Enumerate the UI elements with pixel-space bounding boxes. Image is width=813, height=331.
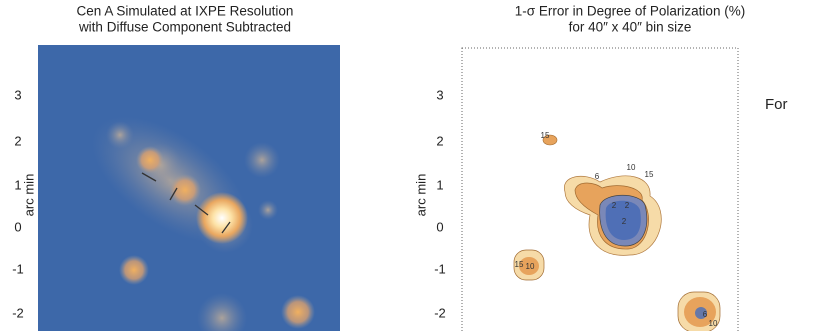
contour-label: 10 — [526, 262, 535, 271]
contour-label: 2 — [622, 217, 627, 226]
y-tick-label: -2 — [12, 305, 24, 320]
y-tick-label: 1 — [14, 177, 21, 192]
contour-label: 15 — [515, 260, 524, 269]
y-tick-label: 3 — [14, 87, 21, 102]
simulated-image — [38, 45, 340, 331]
y-tick-label: 0 — [14, 219, 21, 234]
y-tick-label: 0 — [436, 219, 443, 234]
page: Cen A Simulated at IXPE Resolution with … — [0, 0, 813, 331]
y-tick-label: 2 — [14, 133, 21, 148]
contour-plot — [462, 48, 738, 331]
contour-label: 15 — [645, 170, 654, 179]
y-tick-label: 1 — [436, 177, 443, 192]
body-text: For — [765, 96, 788, 113]
y-tick-label: -2 — [434, 305, 446, 320]
right-title: 1-σ Error in Degree of Polarization (%) — [515, 4, 745, 19]
y-axis-label: arc min — [413, 174, 428, 217]
right-title: for 40″ x 40″ bin size — [569, 20, 692, 35]
contour-label: 15 — [541, 131, 550, 140]
figure: Cen A Simulated at IXPE Resolution with … — [0, 0, 813, 331]
contour-label: 10 — [627, 163, 636, 172]
contour-label: 6 — [703, 310, 708, 319]
contour-label: 2 — [612, 201, 617, 210]
y-tick-label: 2 — [436, 133, 443, 148]
left-title: with Diffuse Component Subtracted — [78, 20, 291, 35]
y-axis-label: arc min — [21, 174, 36, 217]
contour-label: 10 — [709, 319, 718, 328]
contour-label: 6 — [595, 172, 600, 181]
contour-label: 2 — [625, 201, 630, 210]
y-tick-label: 3 — [436, 87, 443, 102]
left-title: Cen A Simulated at IXPE Resolution — [77, 4, 294, 19]
y-tick-label: -1 — [434, 261, 446, 276]
y-tick-label: -1 — [12, 261, 24, 276]
